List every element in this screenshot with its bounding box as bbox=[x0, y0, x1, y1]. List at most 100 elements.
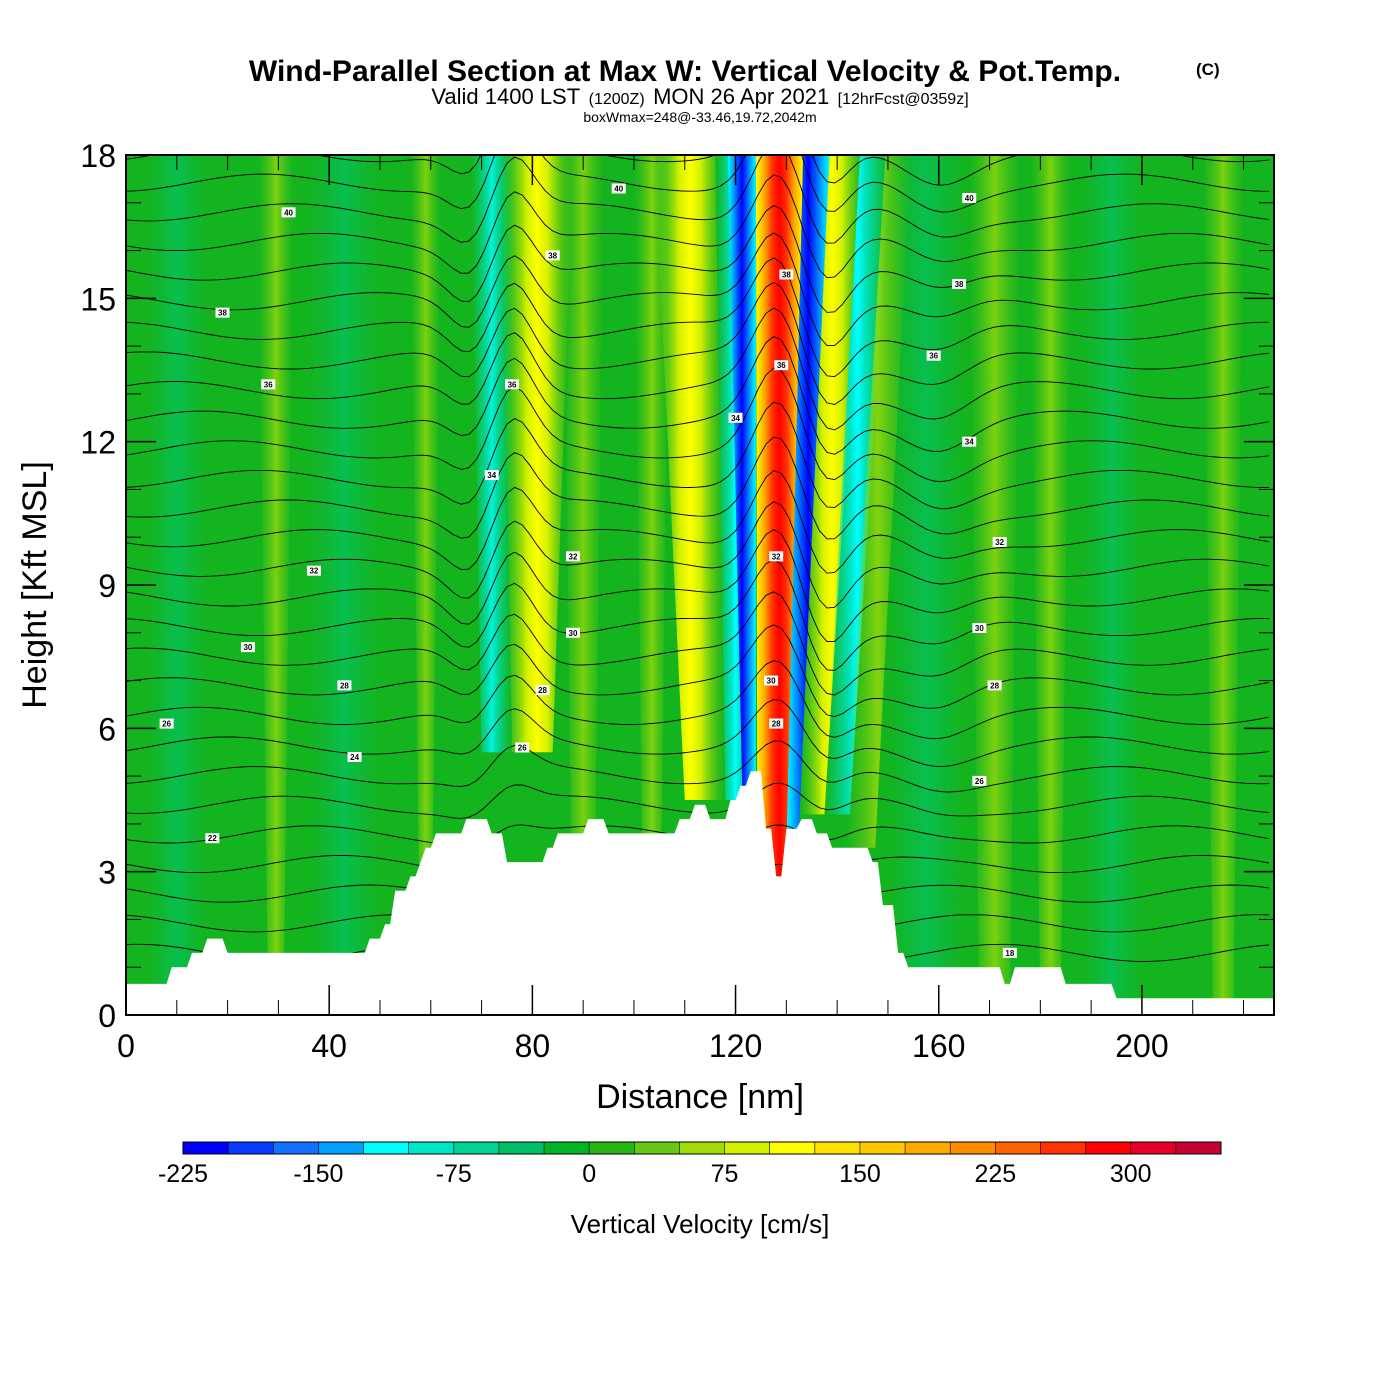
svg-text:22: 22 bbox=[208, 834, 217, 843]
colorbar-tick-label: 75 bbox=[711, 1160, 739, 1188]
colorbar-swatch bbox=[769, 1142, 816, 1154]
contour-label: 36 bbox=[774, 360, 789, 371]
theta-contour bbox=[126, 335, 1269, 455]
colorbar-swatch bbox=[1175, 1142, 1222, 1154]
colorbar-swatch bbox=[363, 1142, 410, 1154]
contour-label: 32 bbox=[769, 551, 784, 562]
svg-text:28: 28 bbox=[340, 681, 349, 690]
svg-text:26: 26 bbox=[162, 720, 171, 729]
contour-label: 30 bbox=[566, 627, 581, 638]
colorbar-tick-label: 0 bbox=[582, 1160, 596, 1188]
svg-text:38: 38 bbox=[218, 309, 227, 318]
theta-contour bbox=[126, 257, 1269, 378]
y-tick-label: 18 bbox=[80, 138, 116, 174]
field-band bbox=[1080, 155, 1142, 1015]
contour-label: 34 bbox=[484, 470, 499, 481]
y-tick-label: 3 bbox=[98, 855, 116, 891]
colorbar-tick-label: 300 bbox=[1110, 1160, 1152, 1188]
theta-contour bbox=[126, 155, 1269, 186]
colorbar-swatch bbox=[408, 1142, 455, 1154]
field-band bbox=[146, 155, 208, 1015]
field-band bbox=[410, 155, 441, 1015]
theta-contour bbox=[126, 155, 1269, 213]
svg-text:40: 40 bbox=[614, 184, 623, 193]
contour-label: 18 bbox=[1002, 947, 1017, 958]
field-band bbox=[1202, 155, 1244, 1015]
colorbar-swatch bbox=[228, 1142, 274, 1154]
chart-title: Wind-Parallel Section at Max W: Vertical… bbox=[249, 55, 1121, 88]
contour-label: 26 bbox=[159, 718, 174, 729]
colorbar-swatch bbox=[905, 1142, 951, 1154]
theta-contour bbox=[126, 470, 1269, 574]
y-tick-label: 15 bbox=[80, 281, 116, 317]
x-tick-label: 160 bbox=[912, 1028, 965, 1064]
colorbar-swatch bbox=[1130, 1142, 1177, 1154]
contour-label: 28 bbox=[769, 718, 784, 729]
theta-contour bbox=[126, 699, 1269, 768]
contour-label: 30 bbox=[240, 642, 255, 653]
valid-time-line: Valid 1400 LST (1200Z) MON 26 Apr 2021 [… bbox=[431, 84, 968, 109]
theta-contour bbox=[126, 529, 1269, 642]
x-tick-label: 80 bbox=[515, 1028, 551, 1064]
colorbar-tick-label: -225 bbox=[158, 1160, 208, 1188]
theta-contour bbox=[126, 501, 1269, 609]
contour-label: 38 bbox=[779, 269, 794, 280]
theta-contour bbox=[126, 660, 1269, 740]
contour-label: 38 bbox=[215, 307, 230, 318]
theta-contour bbox=[126, 401, 1269, 510]
field-band bbox=[562, 155, 604, 1015]
colorbar-swatch bbox=[724, 1142, 771, 1154]
x-axis-label: Distance [nm] bbox=[596, 1078, 804, 1116]
y-tick-label: 0 bbox=[98, 998, 116, 1034]
svg-text:26: 26 bbox=[975, 777, 984, 786]
x-tick-label: 120 bbox=[709, 1028, 762, 1064]
colorbar-swatch bbox=[1040, 1142, 1087, 1154]
svg-text:28: 28 bbox=[538, 686, 547, 695]
contour-label: 22 bbox=[205, 833, 220, 844]
svg-text:32: 32 bbox=[995, 538, 1004, 547]
field-band bbox=[824, 155, 891, 815]
contour-label: 40 bbox=[611, 183, 626, 194]
theta-contour bbox=[126, 591, 1269, 696]
colorbar-swatch bbox=[634, 1142, 680, 1154]
colorbar-title: Vertical Velocity [cm/s] bbox=[571, 1209, 830, 1239]
theta-contour bbox=[126, 232, 1269, 347]
contour-label: 38 bbox=[952, 279, 967, 289]
svg-text:28: 28 bbox=[990, 681, 999, 690]
theta-contour bbox=[126, 174, 1269, 279]
colorbar-swatch bbox=[498, 1142, 545, 1154]
contour-label: 30 bbox=[764, 675, 779, 686]
vertical-velocity-field: 40 40 40 38 38 38 38 36 36 36 36 34 34 34 32 32 32 32 30 30… bbox=[126, 155, 1274, 1015]
contour-label: 28 bbox=[987, 680, 1002, 691]
field-band bbox=[799, 155, 866, 815]
field-band bbox=[1030, 155, 1071, 1015]
colorbar-swatch bbox=[859, 1142, 906, 1154]
field-band bbox=[654, 155, 726, 800]
contour-label: 32 bbox=[566, 551, 581, 562]
field-band bbox=[471, 155, 513, 753]
colorbar-swatch bbox=[589, 1142, 635, 1154]
field-band bbox=[501, 155, 574, 753]
theta-contour bbox=[126, 624, 1269, 718]
svg-text:38: 38 bbox=[548, 251, 557, 260]
y-tick-label: 12 bbox=[80, 425, 116, 461]
theta-contour bbox=[126, 204, 1269, 313]
contour-label: 30 bbox=[972, 623, 987, 633]
svg-text:26: 26 bbox=[518, 743, 527, 752]
copyright-mark: (C) bbox=[1196, 60, 1220, 79]
svg-text:38: 38 bbox=[955, 280, 964, 289]
theta-contour bbox=[126, 367, 1269, 483]
field-band bbox=[969, 155, 1021, 1015]
contour-label: 32 bbox=[306, 565, 321, 576]
svg-text:30: 30 bbox=[975, 624, 984, 633]
svg-text:30: 30 bbox=[569, 629, 578, 638]
contour-label: 36 bbox=[505, 379, 520, 390]
contour-label: 40 bbox=[281, 207, 296, 218]
x-tick-label: 40 bbox=[311, 1028, 347, 1064]
colorbar-swatch bbox=[318, 1142, 365, 1154]
colorbar-swatch bbox=[1085, 1142, 1132, 1154]
contour-label: 38 bbox=[545, 250, 560, 260]
colorbar-swatch bbox=[183, 1142, 229, 1154]
colorbar-swatch bbox=[453, 1142, 500, 1154]
